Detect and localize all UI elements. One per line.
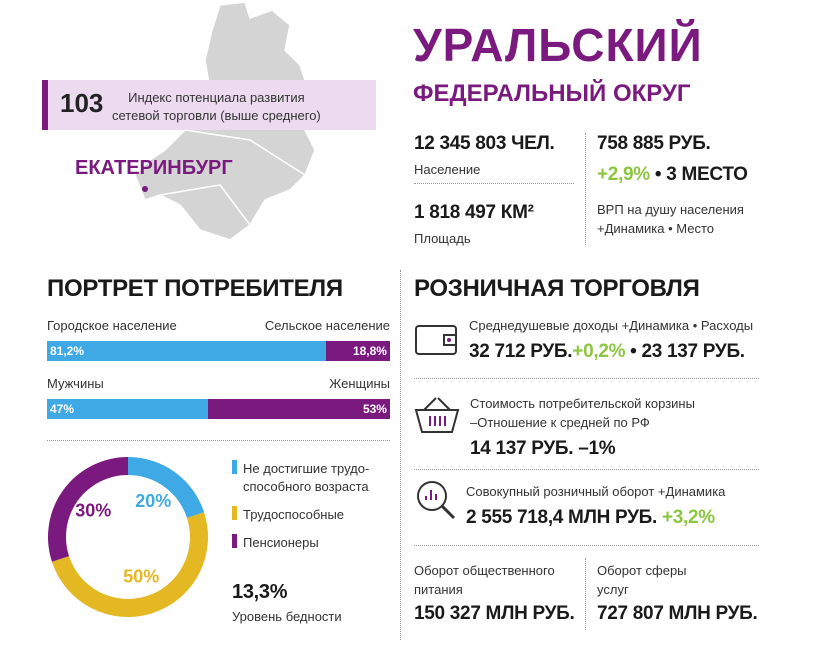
income-values: 32 712 РУБ.+0,2% • 23 137 РУБ. (469, 341, 745, 363)
legend-item: Не достигшие трудо-способного возраста (232, 460, 369, 496)
turnover-label: Совокупный розничный оборот +Динамика (466, 484, 725, 499)
change: +0,2% (572, 341, 626, 362)
value: 2 555 718,4 МЛН РУБ. (466, 507, 657, 528)
line: Оборот общественного (414, 563, 555, 578)
basket-icon (414, 397, 460, 433)
bar-segment: 81,2% (47, 341, 326, 361)
legend-swatch (232, 506, 237, 520)
retail-title: РОЗНИЧНАЯ ТОРГОВЛЯ (414, 275, 700, 302)
grp: 758 885 РУБ. (597, 133, 711, 154)
donut: 20% 50% 30% (47, 457, 208, 617)
index-text: Индекс потенциала развития сетевой торго… (112, 89, 321, 125)
bar-segment: 18,8% (325, 341, 390, 361)
legend-text: Трудоспособные (243, 506, 344, 524)
legend-line: Не достигшие трудо- (243, 461, 370, 476)
legend: +Динамика • Расходы (621, 318, 754, 333)
legend: Не достигшие трудо-способного возраста Тр… (232, 460, 369, 562)
legend-swatch (232, 460, 237, 474)
donut-segment (47, 457, 128, 562)
change: +3,2% (661, 507, 715, 528)
legend-item: Пенсионеры (232, 534, 369, 552)
income-label: Среднедушевые доходы +Динамика • Расходы (469, 318, 753, 333)
portrait-title: ПОРТРЕТ ПОТРЕБИТЕЛЯ (47, 275, 343, 302)
separator: • (630, 341, 637, 362)
value: 32 712 РУБ. (469, 341, 573, 362)
catering-value: 150 327 МЛН РУБ. (414, 603, 575, 624)
index-text-line: сетевой торговли (выше среднего) (112, 108, 321, 123)
grp-line: +2,9% • 3 МЕСТО (597, 164, 748, 186)
line: услуг (597, 582, 629, 597)
separator: • (654, 164, 662, 185)
legend-text: Пенсионеры (243, 534, 319, 552)
label: Совокупный розничный оборот (466, 484, 655, 499)
turnover-values: 2 555 718,4 МЛН РУБ. +3,2% (466, 507, 715, 529)
line: питания (414, 582, 463, 597)
legend-line: способного возраста (243, 479, 369, 494)
bar-segment: 47% (47, 399, 209, 419)
wallet-icon (415, 325, 457, 355)
subtitle: ФЕДЕРАЛЬНЫЙ ОКРУГ (413, 80, 691, 107)
bar-right-name: Сельское население (264, 318, 390, 333)
basket-label: Стоимость потребительской корзины (470, 396, 695, 411)
legend-line: Трудоспособные (243, 507, 345, 522)
grp-legend: +Динамика • Место (597, 221, 714, 236)
bar-segment: 53% (208, 399, 390, 419)
donut-label: 50% (123, 567, 159, 587)
donut-segment (128, 457, 205, 518)
grp-change: +2,9% (597, 164, 650, 185)
donut-segment (51, 512, 208, 617)
area-label: Площадь (414, 231, 471, 246)
basket-values: 14 137 РУБ. –1% (470, 438, 616, 460)
city: ЕКАТЕРИНБУРГ (75, 157, 233, 179)
bar-right-name: Женщины (329, 376, 390, 391)
legend: +Динамика (657, 484, 726, 499)
bar-left-name: Городское население (47, 318, 177, 333)
legend-swatch (232, 534, 237, 548)
index-box (42, 80, 376, 130)
legend-text: Не достигшие трудо-способного возраста (243, 460, 369, 496)
services-label: Оборот сферы услуг (597, 561, 687, 599)
poverty-label: Уровень бедности (232, 609, 342, 624)
index-value: 103 (60, 88, 104, 118)
poverty-value: 13,3% (232, 581, 288, 603)
population: 12 345 803 ЧЕЛ. (414, 133, 555, 154)
ratio: –1% (578, 438, 616, 459)
legend-item: Трудоспособные (232, 506, 369, 524)
grp-rank: 3 МЕСТО (666, 164, 748, 185)
legend-line: Пенсионеры (243, 535, 319, 550)
search-icon (417, 481, 456, 520)
basket-legend: –Отношение к средней по РФ (470, 415, 650, 430)
bar-left-name: Мужчины (47, 376, 104, 391)
value: 14 137 РУБ. (470, 438, 574, 459)
donut-label: 20% (135, 491, 171, 511)
line: Оборот сферы (597, 563, 687, 578)
title: УРАЛЬСКИЙ (413, 19, 703, 71)
donut-label: 30% (75, 500, 111, 520)
area: 1 818 497 КМ² (414, 202, 534, 223)
index-text-line: Индекс потенциала развития (128, 90, 305, 105)
label: Среднедушевые доходы (469, 318, 619, 333)
services-value: 727 807 МЛН РУБ. (597, 603, 758, 624)
expenses: 23 137 РУБ. (641, 341, 746, 362)
population-label: Население (414, 162, 481, 177)
grp-label: ВРП на душу населения (597, 202, 744, 217)
catering-label: Оборот общественного питания (414, 561, 555, 599)
